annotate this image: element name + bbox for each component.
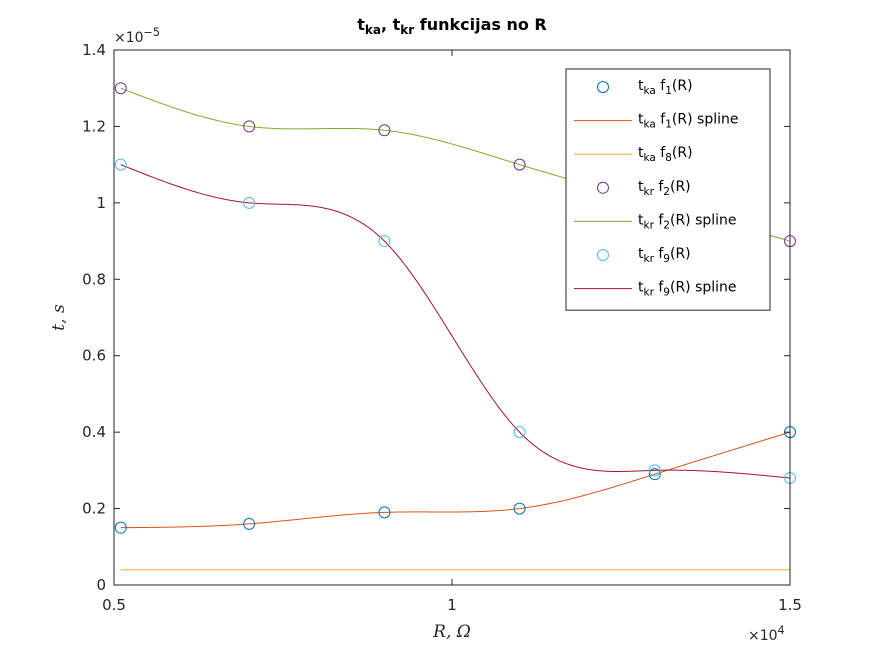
axes-layer: 0.5 1 1.500.20.40.60.811.21.4×10−5×104tka,…: [49, 15, 802, 644]
legend-text-mid: f: [654, 280, 664, 296]
legend-text-mid: f: [656, 78, 666, 94]
legend-label-3: tkr f2(R): [638, 179, 691, 198]
y-axis-label: t, s: [49, 304, 69, 331]
y-tick-label: 0: [96, 576, 106, 594]
marker-f2-2: [378, 124, 391, 137]
legend-box: [565, 68, 771, 311]
legend-text-main: t: [638, 112, 644, 128]
x-tick-label: 1.5: [778, 596, 802, 614]
legend-text-sub: kr: [644, 219, 655, 231]
legend-text-sub: kr: [644, 186, 655, 198]
title-part: , t: [381, 15, 401, 34]
y-tick-label: 1.2: [82, 117, 106, 135]
legend-text-main: t: [638, 145, 644, 161]
legend-text-sub: 1: [665, 119, 672, 131]
legend-text-tail: (R): [670, 179, 691, 195]
legend-text-tail: (R) spline: [670, 280, 737, 296]
marker-f1-0: [114, 521, 127, 534]
legend-text-sub: 9: [663, 253, 670, 265]
x-axis-label: R, Ω: [432, 622, 471, 642]
marker-f9-4: [648, 464, 661, 477]
legend-text-tail: (R) spline: [672, 112, 739, 128]
legend-text-sub: 9: [663, 287, 670, 299]
legend-marker-3: [597, 181, 609, 194]
legend-text-sub: 2: [663, 219, 670, 231]
legend-text-sub: ka: [644, 152, 656, 164]
x-exponent-base: ×10: [748, 628, 778, 644]
legend-text-main: t: [638, 179, 644, 195]
marker-f9-3: [513, 426, 526, 439]
legend-text-main: t: [638, 78, 644, 94]
title-part: t: [357, 15, 365, 34]
marker-f1-4: [648, 468, 661, 481]
legend-text-mid: f: [654, 212, 664, 228]
legend-text-mid: f: [654, 246, 664, 262]
y-tick-label: 1: [96, 194, 106, 212]
legend-text-mid: f: [656, 112, 666, 128]
legend-text-main: t: [638, 280, 644, 296]
legend-label-2: tka f8(R): [638, 145, 693, 164]
x-exponent-label: ×104: [748, 624, 785, 644]
marker-f9-0: [114, 158, 127, 171]
series-line-f1-spline: [120, 431, 791, 529]
legend-text-tail: (R): [672, 145, 693, 161]
y-exponent-power: −5: [144, 26, 161, 39]
chart-title: tka, tkr funkcijas no R: [357, 15, 547, 37]
legend-text-main: t: [638, 212, 644, 228]
y-exponent-base: ×10: [114, 30, 144, 46]
legend-text-sub: ka: [644, 119, 656, 131]
marker-f9-2: [378, 235, 391, 248]
legend-label-5: tkr f9(R): [638, 246, 691, 265]
legend-text-main: t: [638, 246, 644, 262]
legend-label-6: tkr f9(R) spline: [638, 280, 737, 299]
marker-f1-3: [513, 502, 526, 515]
legend-text-mid: f: [654, 179, 664, 195]
legend-text-sub: 8: [665, 152, 672, 164]
marker-f2-1: [243, 120, 256, 133]
marker-f2-0: [114, 82, 127, 95]
marker-f1-1: [243, 517, 256, 530]
marker-f1-2: [378, 506, 391, 519]
series-line-f9-spline: [120, 164, 791, 479]
legend-label-0: tka f1(R): [638, 78, 693, 97]
x-tick-label: 0.5: [102, 596, 126, 614]
marker-f9-1: [243, 196, 256, 209]
title-part: ka: [365, 23, 381, 37]
y-exponent-label: ×10−5: [114, 26, 160, 46]
y-tick-label: 0.2: [82, 500, 106, 518]
legend-text-tail: (R): [672, 78, 693, 94]
legend-label-4: tkr f2(R) spline: [638, 212, 737, 231]
legend-text-tail: (R): [670, 246, 691, 262]
x-tick-label: 1: [447, 596, 457, 614]
legend-marker-0: [597, 81, 609, 93]
legend-text-sub: kr: [644, 253, 655, 265]
legend-label-1: tka f1(R) spline: [638, 112, 738, 131]
title-part: kr: [400, 23, 414, 37]
legend-marker-5: [597, 249, 609, 261]
legend-text-sub: 1: [665, 85, 672, 97]
marker-f2-3: [513, 158, 526, 171]
y-tick-label: 1.4: [82, 41, 106, 59]
legend-text-mid: f: [656, 145, 666, 161]
legend-text-sub: kr: [644, 287, 655, 299]
legend-text-sub: ka: [644, 85, 656, 97]
y-tick-label: 0.8: [82, 270, 106, 288]
legend-text-sub: 2: [663, 186, 670, 198]
title-part: funkcijas no R: [414, 15, 547, 34]
y-tick-label: 0.4: [82, 423, 106, 441]
y-tick-label: 0.6: [82, 347, 106, 365]
x-exponent-power: 4: [778, 624, 785, 637]
legend-text-tail: (R) spline: [670, 212, 737, 228]
